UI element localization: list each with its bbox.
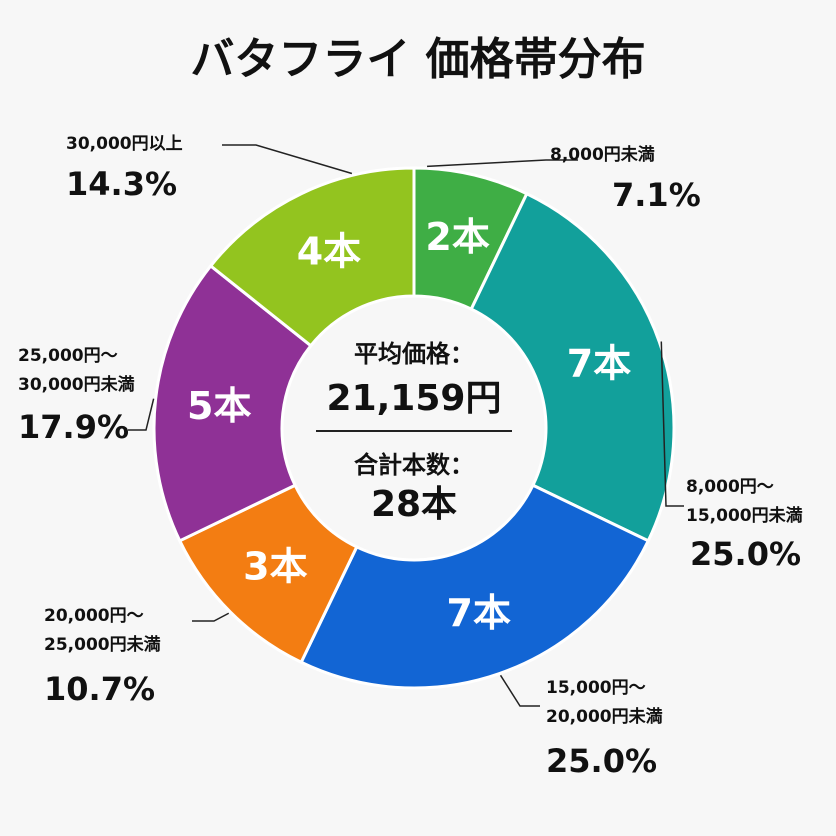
total-count-label: 合計本数： bbox=[354, 451, 474, 479]
leader-line-5 bbox=[128, 398, 155, 431]
leader-line-3 bbox=[499, 674, 540, 707]
segment-count-label-3: 7本 bbox=[447, 591, 511, 635]
segment-range-label-3-1: 15,000円〜 bbox=[546, 678, 646, 698]
segment-range-label-2-2: 15,000円未満 bbox=[686, 505, 803, 526]
segment-percent-label-4: 10.7% bbox=[44, 670, 155, 708]
segment-range-label-6-1: 30,000円以上 bbox=[66, 134, 183, 154]
segment-range-label-3-2: 20,000円未満 bbox=[546, 706, 663, 727]
segment-range-label-5-1: 25,000円〜 bbox=[18, 346, 118, 366]
segment-count-labels: 2本 7本 7本 3本 5本 4本 bbox=[187, 215, 631, 635]
segment-percent-label-6: 14.3% bbox=[66, 165, 177, 203]
donut-slices bbox=[152, 166, 676, 690]
segment-count-label-4: 3本 bbox=[243, 545, 307, 589]
segment-percent-label-1: 7.1% bbox=[612, 176, 701, 214]
outer-labels: 8,000円未満 7.1% 8,000円〜 15,000円未満 25.0% 15,000円… bbox=[18, 134, 803, 780]
segment-range-label-1-1: 8,000円未満 bbox=[550, 144, 655, 165]
average-price-value: 21,159円 bbox=[327, 378, 502, 419]
total-count-value: 28本 bbox=[371, 484, 457, 525]
donut-slice-3 bbox=[299, 483, 651, 690]
leader-lines bbox=[128, 144, 684, 707]
average-price-label: 平均価格： bbox=[354, 340, 474, 368]
segment-count-label-1: 2本 bbox=[425, 215, 489, 259]
chart-title: バタフライ 価格帯分布 bbox=[190, 34, 645, 85]
segment-percent-label-2: 25.0% bbox=[690, 535, 801, 573]
leader-line-1 bbox=[427, 159, 578, 168]
segment-count-label-6: 4本 bbox=[297, 229, 361, 273]
segment-range-label-4-2: 25,000円未満 bbox=[44, 634, 161, 655]
leader-line-2 bbox=[660, 341, 684, 507]
segment-range-label-2-1: 8,000円〜 bbox=[686, 477, 774, 497]
leader-line-4 bbox=[192, 612, 230, 622]
segment-range-label-5-2: 30,000円未満 bbox=[18, 374, 135, 395]
segment-range-label-4-1: 20,000円〜 bbox=[44, 606, 144, 626]
donut-slice-2 bbox=[469, 191, 676, 543]
leader-line-6 bbox=[222, 144, 353, 175]
segment-count-label-5: 5本 bbox=[187, 384, 251, 428]
center-summary: 平均価格： 21,159円 合計本数： 28本 bbox=[316, 340, 512, 525]
segment-count-label-2: 7本 bbox=[567, 341, 631, 385]
segment-percent-label-5: 17.9% bbox=[18, 408, 129, 446]
donut-slice-6 bbox=[208, 166, 416, 348]
segment-percent-label-3: 25.0% bbox=[546, 742, 657, 780]
donut-slice-5 bbox=[152, 263, 313, 543]
